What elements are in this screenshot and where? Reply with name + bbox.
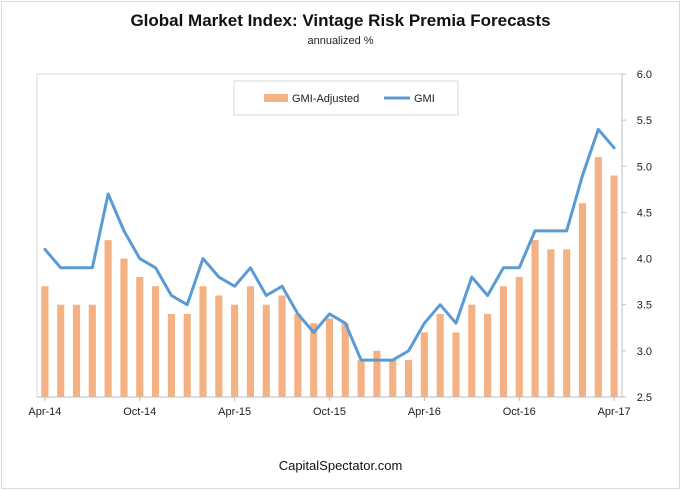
bar <box>452 332 460 397</box>
bar <box>563 249 571 397</box>
x-tick-label: Oct-15 <box>313 406 346 418</box>
bar <box>167 313 175 397</box>
bar <box>278 295 286 397</box>
x-tick-label: Oct-14 <box>123 406 156 418</box>
source-label: CapitalSpectator.com <box>278 458 403 473</box>
x-tick-label: Apr-16 <box>408 406 441 418</box>
bar <box>294 313 302 397</box>
x-tick-label: Apr-15 <box>218 406 251 418</box>
x-tick-label: Apr-17 <box>598 406 631 418</box>
chart-subtitle: annualized % <box>307 35 374 47</box>
bar <box>373 350 381 397</box>
bar <box>578 203 587 397</box>
bar <box>215 295 223 397</box>
y-tick-label: 2.5 <box>637 392 652 404</box>
bar <box>41 286 49 397</box>
bar <box>594 157 602 397</box>
legend-label-gmi-adjusted: GMI-Adjusted <box>292 93 359 105</box>
y-tick-label: 4.0 <box>637 254 652 266</box>
bar <box>515 277 523 397</box>
bar <box>310 323 318 397</box>
bar <box>610 175 618 397</box>
bar <box>262 304 270 397</box>
bar <box>325 318 334 397</box>
y-tick-label: 3.0 <box>637 346 652 358</box>
bar <box>72 304 81 397</box>
bar <box>104 240 112 397</box>
bar <box>183 313 191 397</box>
x-tick-label: Oct-16 <box>503 406 536 418</box>
legend: GMI-Adjusted GMI <box>233 80 459 116</box>
bar <box>547 249 555 397</box>
bar <box>57 304 65 397</box>
chart-title: Global Market Index: Vintage Risk Premia… <box>130 11 551 30</box>
bar <box>231 304 239 397</box>
bar <box>531 240 539 397</box>
bar <box>199 286 207 397</box>
legend-label-gmi: GMI <box>414 93 435 105</box>
gmi-line <box>43 127 616 362</box>
bar <box>499 286 507 397</box>
y-tick-label: 3.5 <box>637 300 652 312</box>
y-tick-label: 5.0 <box>637 161 652 173</box>
x-axis: Apr-14 Oct-14 Apr-15 Oct-15 Apr-16 Oct-16 Apr-… <box>28 396 631 418</box>
bar <box>88 304 96 397</box>
bar <box>120 258 128 397</box>
y-tick-label: 6.0 <box>637 69 652 81</box>
bar <box>341 323 349 397</box>
bar <box>420 332 428 397</box>
legend-swatch-gmi-adjusted <box>264 94 288 102</box>
bar <box>246 286 255 397</box>
bar <box>136 277 144 397</box>
y-tick-label: 5.5 <box>637 115 652 127</box>
bar <box>357 360 365 397</box>
bar <box>152 286 160 397</box>
y-axis: 6.0 5.5 5.0 4.5 4.0 3.5 3.0 2.5 <box>621 69 652 404</box>
bar <box>404 360 413 397</box>
bar <box>436 313 444 397</box>
bar <box>389 360 397 397</box>
line-series <box>43 127 616 362</box>
x-tick-label: Apr-14 <box>28 406 61 418</box>
y-tick-label: 4.5 <box>637 207 652 219</box>
bar-series <box>41 157 618 397</box>
bar <box>468 304 476 397</box>
bar <box>484 313 492 397</box>
